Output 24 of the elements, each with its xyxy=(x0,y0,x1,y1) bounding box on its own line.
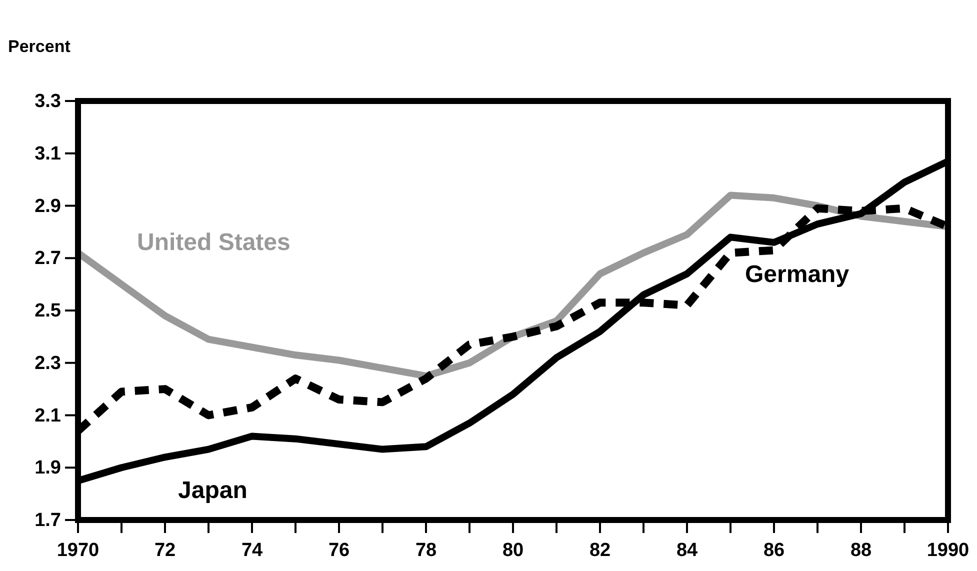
x-tick-label: 1990 xyxy=(926,540,970,561)
y-axis-title: Percent xyxy=(8,37,71,56)
x-tick-label: 84 xyxy=(676,540,698,561)
series-label: United States xyxy=(137,229,290,256)
y-tick-label: 2.1 xyxy=(34,405,62,426)
x-tick-label: 78 xyxy=(415,540,437,561)
y-tick-label: 1.9 xyxy=(34,458,61,479)
x-tick-label: 80 xyxy=(502,540,524,561)
x-tick-label: 82 xyxy=(589,540,611,561)
y-tick-label: 2.7 xyxy=(34,248,61,270)
x-tick-label: 74 xyxy=(241,540,263,561)
x-tick-label: 72 xyxy=(154,540,176,561)
x-tick-label: 88 xyxy=(850,540,872,561)
series-label: Japan xyxy=(178,477,248,504)
y-tick-label: 2.3 xyxy=(34,352,61,374)
x-tick-label: 1970 xyxy=(56,540,100,561)
x-tick-label: 76 xyxy=(328,540,350,561)
series-label: Germany xyxy=(745,261,850,288)
y-tick-label: 2.9 xyxy=(34,196,61,217)
y-tick-label: 3.3 xyxy=(34,91,61,112)
y-tick-label: 3.1 xyxy=(34,143,62,164)
y-tick-label: 1.7 xyxy=(34,510,61,532)
y-tick-label: 2.5 xyxy=(34,300,62,322)
x-tick-label: 86 xyxy=(763,540,785,561)
